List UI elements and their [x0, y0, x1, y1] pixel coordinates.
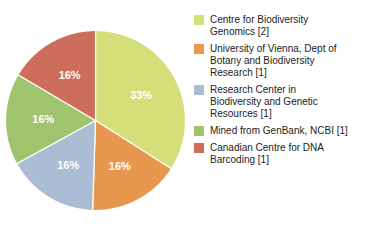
svg-text:16%: 16%: [57, 159, 79, 171]
html-text:Mined from GenBank, NCBI [1]: Mined from GenBank, NCBI [1]: [210, 125, 348, 136]
html-text:University of Vienna, Dept of: University of Vienna, Dept of Botany and…: [210, 43, 337, 78]
svg-text:16%: 16%: [32, 113, 54, 125]
svg-text:16%: 16%: [109, 160, 131, 172]
svg-text:16%: 16%: [59, 69, 81, 81]
html-text:Research Center in Biodiversit: Research Center in Biodiversity and Gene…: [210, 84, 318, 119]
html-text:Centre for Biodiversity Genomi: Centre for Biodiversity Genomics [2]: [210, 14, 309, 37]
html-text:Canadian Centre for DNA Barcod: Canadian Centre for DNA Barcoding [1]: [210, 142, 324, 165]
svg-text:33%: 33%: [130, 89, 152, 101]
